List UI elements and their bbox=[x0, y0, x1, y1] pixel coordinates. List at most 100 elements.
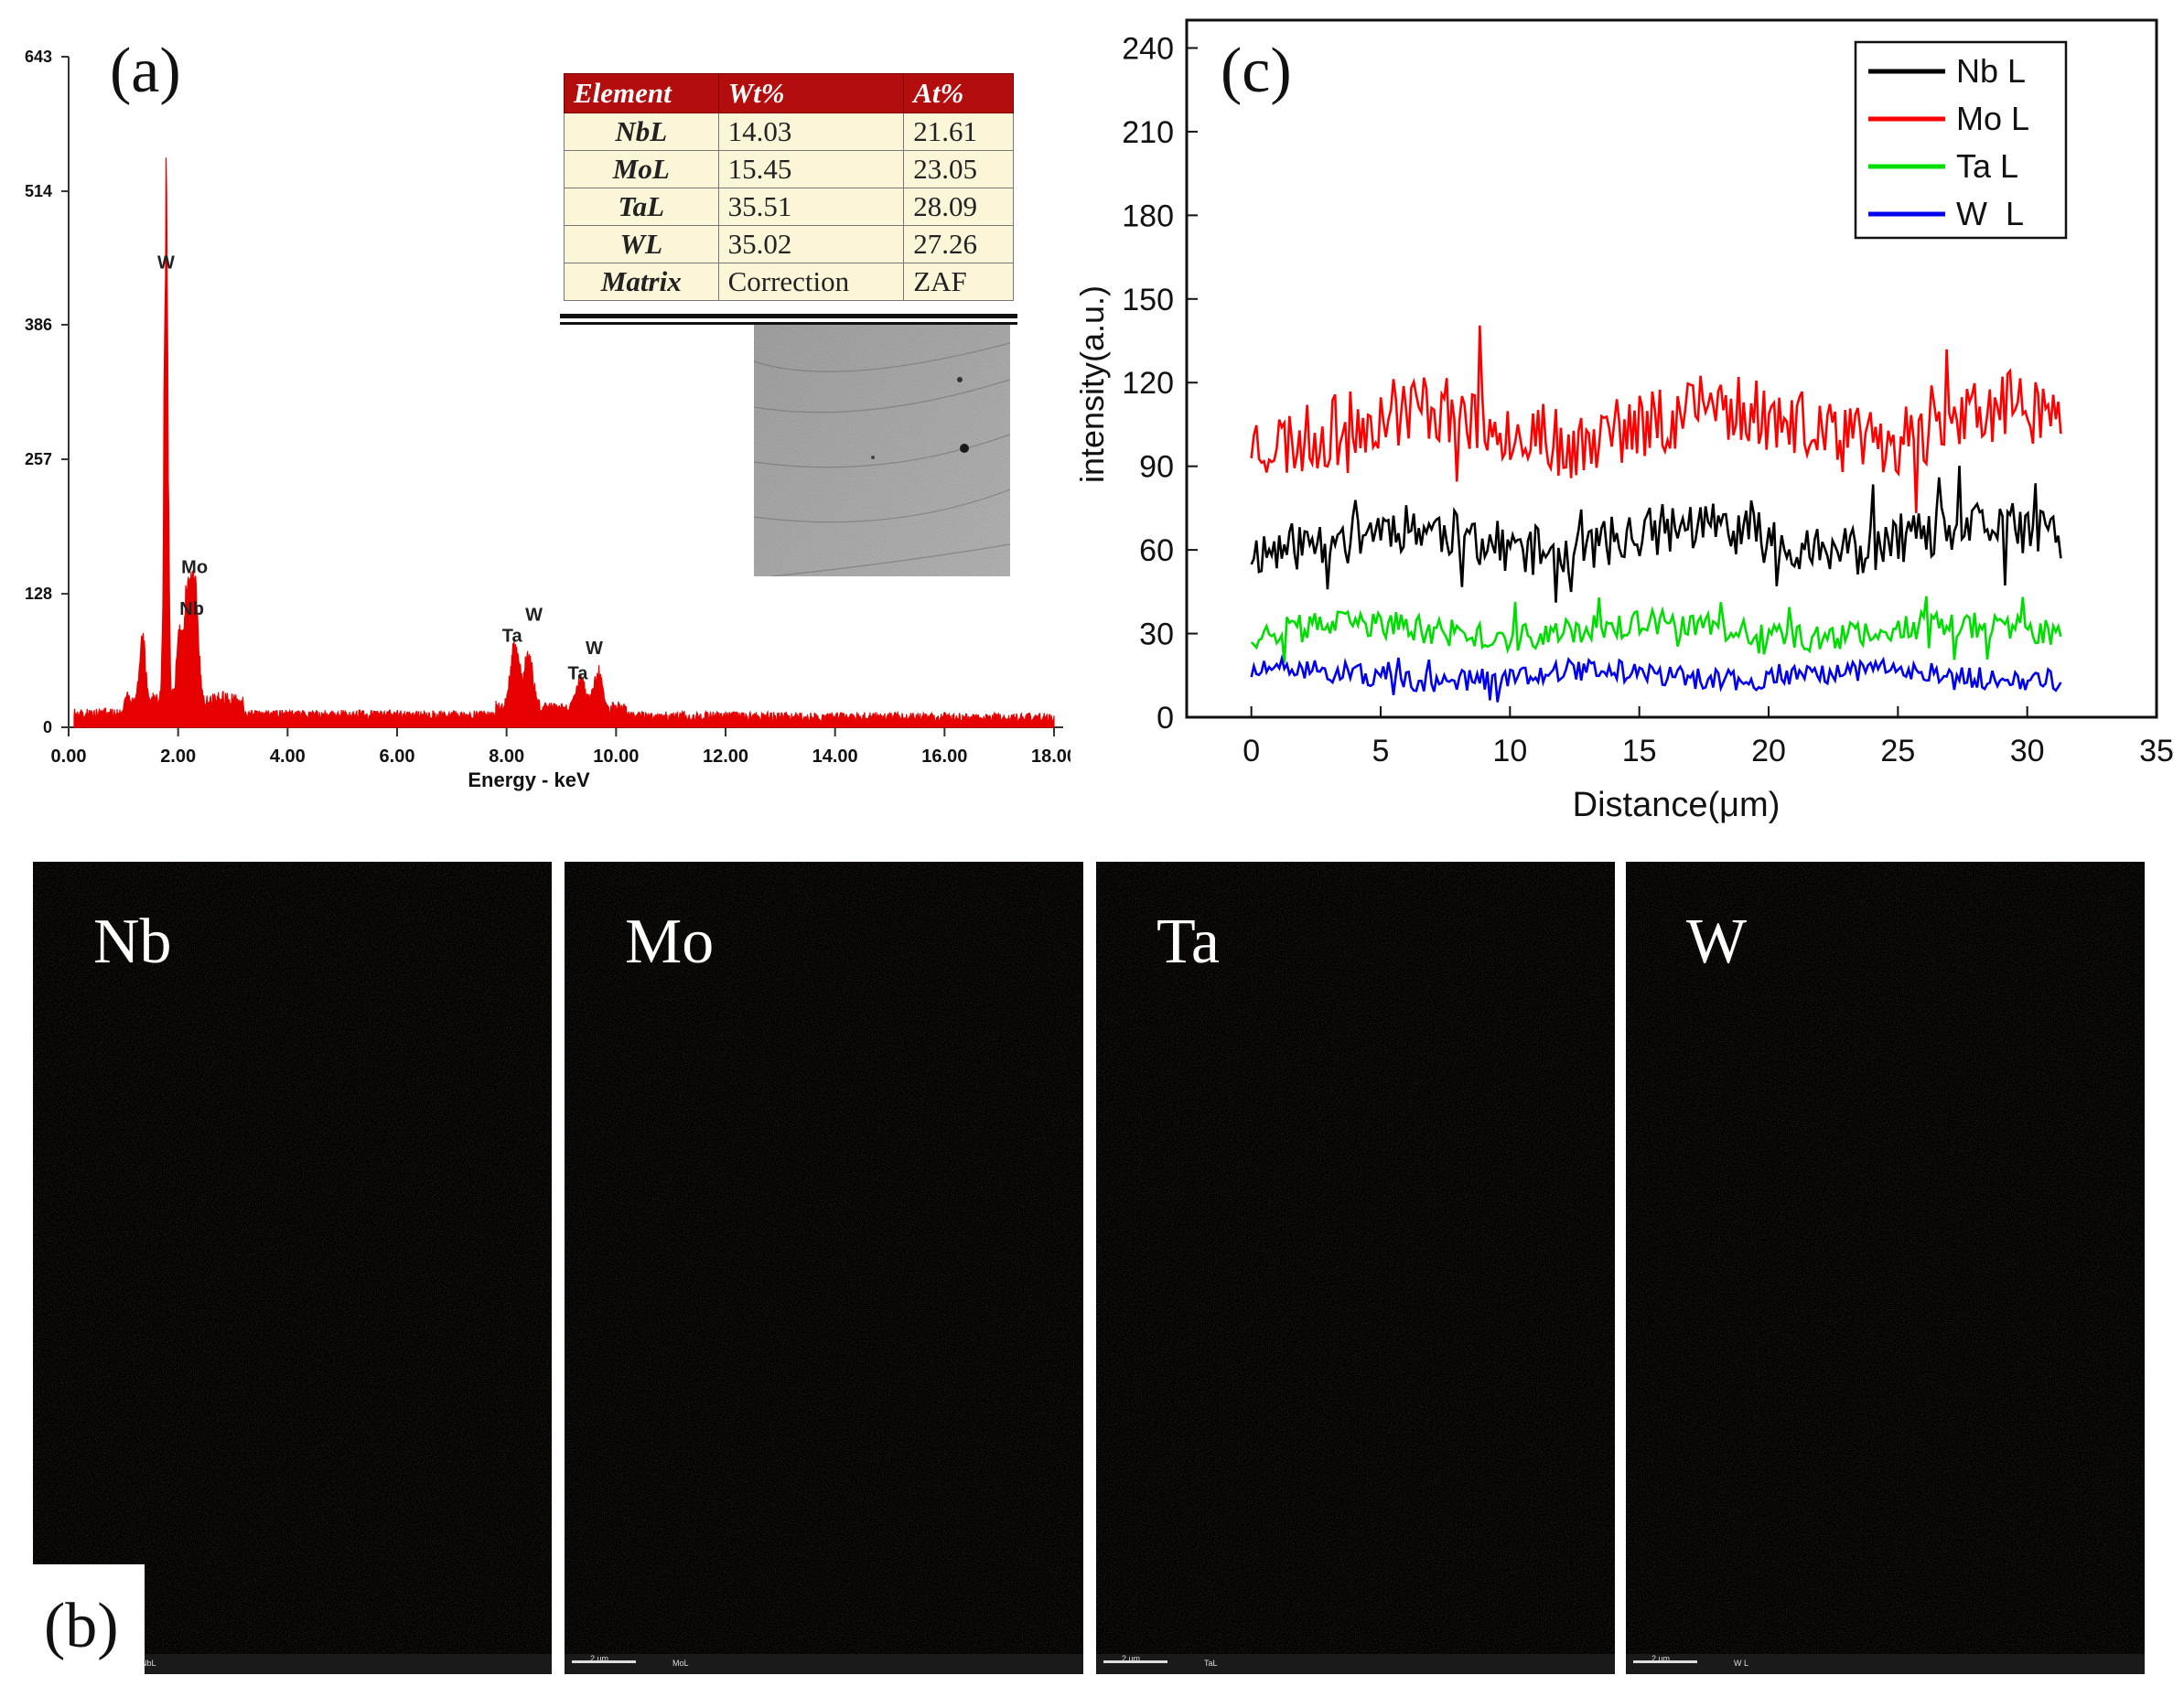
map-bar-label: NbL bbox=[141, 1659, 156, 1668]
line-scan-frame bbox=[1185, 18, 2158, 719]
map-bar-label: MoL bbox=[672, 1659, 689, 1668]
eds-peak-label: W bbox=[525, 606, 543, 626]
table-row: NbL 14.03 21.61 bbox=[564, 113, 1014, 151]
eds-x-tick-label: 2.00 bbox=[160, 746, 196, 767]
table-header-at: At% bbox=[903, 73, 1014, 113]
eds-y-tick-label: 643 bbox=[25, 48, 52, 66]
eds-peak-label: Nb bbox=[179, 599, 204, 619]
line-scan-series-mo-l bbox=[1250, 325, 2062, 513]
map-bar-label: W L bbox=[1734, 1659, 1749, 1668]
eds-spectrum-chart: 0.00 2.00 4.00 6.00 8.00 10.00 12.00 14.00 16.00… bbox=[25, 48, 1070, 791]
map-title-ta: Ta bbox=[1157, 907, 1220, 977]
line-scan-series-ta-l bbox=[1250, 596, 2062, 663]
table-cell-element: MoL bbox=[564, 150, 719, 188]
table-row: TaL 35.51 28.09 bbox=[564, 188, 1014, 226]
table-rule bbox=[560, 322, 1017, 325]
table-header-row: Element Wt% At% bbox=[564, 73, 1014, 113]
eds-peak-label: Mo bbox=[181, 557, 208, 577]
eds-composition-table: Element Wt% At% NbL 14.03 21.61 MoL 15.4… bbox=[564, 73, 1014, 301]
eds-x-tick-label: 0.00 bbox=[51, 746, 87, 767]
legend-label: Ta L bbox=[1956, 147, 2018, 185]
scale-line bbox=[1103, 1660, 1167, 1663]
table-cell-element: Matrix bbox=[564, 263, 719, 301]
map-tile-ta: Ta 2 um TaL bbox=[1096, 862, 1615, 1674]
line-scan-y-tick-label: 150 bbox=[1122, 283, 1174, 317]
eds-peak-label: Ta bbox=[502, 627, 523, 647]
table-rule bbox=[560, 314, 1017, 318]
legend-box bbox=[1854, 40, 2068, 240]
legend-label: W L bbox=[1956, 195, 2024, 232]
eds-y-tick-label: 257 bbox=[25, 450, 52, 468]
legend-label: Nb L bbox=[1956, 52, 2026, 90]
eds-y-tick-label: 0 bbox=[43, 718, 52, 736]
map-title-mo: Mo bbox=[625, 907, 715, 977]
map-scale-bar: NbL bbox=[33, 1654, 552, 1674]
line-scan-y-tick-label: 0 bbox=[1157, 701, 1174, 736]
eds-x-tick-label: 6.00 bbox=[380, 746, 415, 767]
map-scale-bar: 2 um MoL bbox=[565, 1654, 1083, 1674]
w-map-image bbox=[1626, 862, 2145, 1654]
eds-peak-label: Ta bbox=[568, 664, 589, 684]
line-scan-y-tick-label: 180 bbox=[1122, 199, 1174, 233]
eds-x-tick-label: 16.00 bbox=[921, 746, 967, 767]
mo-map-image bbox=[565, 862, 1083, 1654]
eds-peak-label: W bbox=[157, 252, 175, 273]
line-scan-x-tick-label: 20 bbox=[1751, 734, 1786, 768]
map-tile-w: W 2 um W L bbox=[1626, 862, 2145, 1674]
line-scan-x-tick-label: 30 bbox=[2010, 734, 2045, 768]
line-scan-series-nb-l bbox=[1250, 466, 2062, 603]
line-scan-x-tick-label: 10 bbox=[1492, 734, 1527, 768]
eds-y-tick-label: 128 bbox=[25, 585, 52, 603]
map-title-nb: Nb bbox=[93, 907, 172, 977]
scale-text: 2 um bbox=[1122, 1654, 1141, 1663]
eds-x-tick-label: 14.00 bbox=[812, 746, 858, 767]
line-scan-axes bbox=[1185, 18, 2158, 719]
table-cell-element: TaL bbox=[564, 188, 719, 226]
table-row: WL 35.02 27.26 bbox=[564, 225, 1014, 263]
eds-ticks: 0.00 2.00 4.00 6.00 8.00 10.00 12.00 14.00 16.00… bbox=[25, 48, 1070, 767]
eds-x-tick-label: 10.00 bbox=[593, 746, 639, 767]
line-scan-y-tick-label: 210 bbox=[1122, 115, 1174, 150]
line-scan-x-tick-label: 25 bbox=[1880, 734, 1915, 768]
eds-x-tick-label: 8.00 bbox=[489, 746, 524, 767]
table-cell-wt: 35.02 bbox=[717, 225, 905, 263]
table-header-element: Element bbox=[564, 73, 719, 113]
panel-label-c: (c) bbox=[1221, 36, 1292, 106]
eds-y-tick-label: 514 bbox=[25, 182, 52, 200]
eds-x-tick-label: 4.00 bbox=[270, 746, 306, 767]
line-scan-y-tick-label: 90 bbox=[1139, 450, 1174, 485]
eds-y-tick-label: 386 bbox=[25, 316, 52, 334]
table-cell-at: 27.26 bbox=[903, 225, 1014, 263]
nb-map-image bbox=[33, 862, 552, 1654]
scale-line bbox=[1633, 1660, 1697, 1663]
eds-plot bbox=[73, 157, 1055, 728]
scale-text: 2 um bbox=[590, 1654, 609, 1663]
line-scan-x-tick-label: 15 bbox=[1622, 734, 1657, 768]
table-row: MoL 15.45 23.05 bbox=[564, 150, 1014, 188]
table-header-wt: Wt% bbox=[717, 73, 905, 113]
scale-text: 2 um bbox=[1651, 1654, 1671, 1663]
map-tile-nb: Nb NbL bbox=[33, 862, 552, 1674]
panel-label-b-box bbox=[33, 1564, 145, 1674]
line-scan-y-tick-label: 120 bbox=[1122, 366, 1174, 401]
table-cell-wt: Correction bbox=[717, 263, 905, 301]
eds-spectrum-area bbox=[73, 157, 1055, 728]
sem-micrograph bbox=[754, 325, 1010, 576]
line-scan-series-w-l bbox=[1250, 653, 2062, 703]
table-cell-wt: 35.51 bbox=[717, 188, 905, 226]
line-scan-y-axis-label: intensity(a.u.) bbox=[1073, 285, 1111, 483]
table-cell-wt: 15.45 bbox=[717, 150, 905, 188]
map-scale-bar: 2 um TaL bbox=[1096, 1654, 1615, 1674]
line-scan-x-tick-label: 5 bbox=[1372, 734, 1390, 768]
panel-label-a: (a) bbox=[110, 36, 181, 106]
table-cell-at: ZAF bbox=[903, 263, 1014, 301]
line-scan-legend: Nb L Mo L Ta L W L bbox=[1854, 40, 2068, 240]
eds-x-tick-label: 12.00 bbox=[703, 746, 748, 767]
line-scan-ticks: 0 5 10 15 20 25 30 35 0 30 60 90 120 150 180 210 240 bbox=[1122, 31, 2174, 768]
map-scale-bar: 2 um W L bbox=[1626, 1654, 2145, 1674]
line-scan-x-axis-label: Distance(μm) bbox=[1573, 786, 1781, 824]
map-bar-label: TaL bbox=[1204, 1659, 1218, 1668]
panel-label-b: (b) bbox=[44, 1591, 119, 1661]
table-cell-at: 21.61 bbox=[903, 113, 1014, 151]
